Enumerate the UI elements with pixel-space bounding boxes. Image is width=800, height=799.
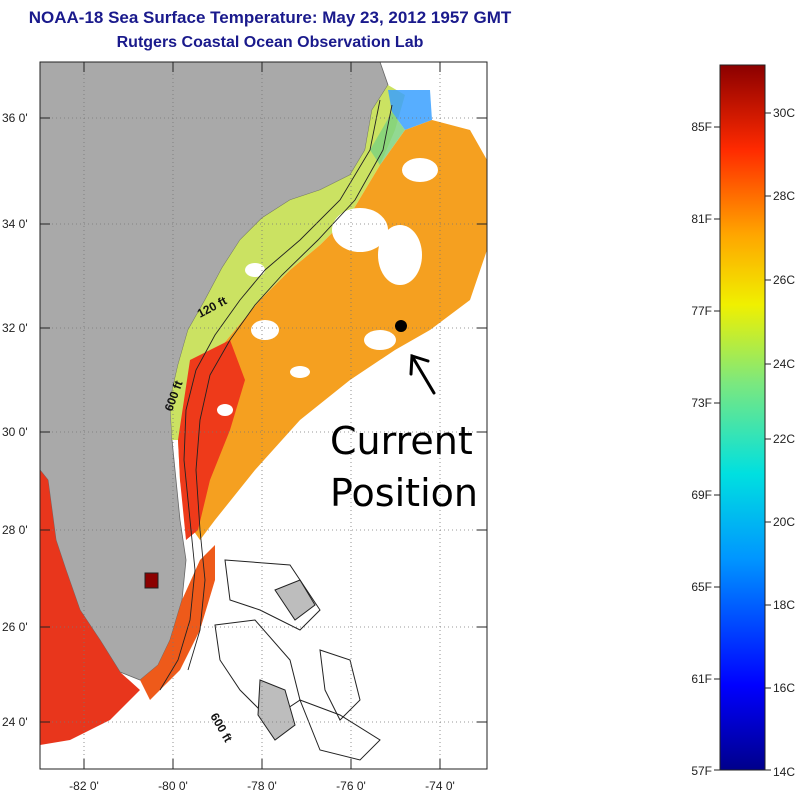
lat-label: 24 0' (2, 715, 28, 729)
lon-label: -76 0' (336, 779, 366, 793)
annotation-current: Current (330, 419, 473, 463)
lon-label: -80 0' (158, 779, 188, 793)
shelf-water (170, 85, 405, 440)
bathymetry-contours (159, 99, 393, 691)
colorbar-f-label: 61F (691, 672, 712, 686)
lat-label: 32 0' (2, 321, 28, 335)
colorbar-c-label: 24C (773, 357, 795, 371)
colorbar-f-label: 57F (691, 764, 712, 778)
offshore-warm-water (178, 120, 487, 540)
colorbar-c-label: 20C (773, 515, 795, 529)
map-title: NOAA-18 Sea Surface Temperature: May 23,… (28, 8, 512, 27)
annotation-position: Position (330, 471, 478, 515)
colorbar-c-label: 18C (773, 598, 795, 612)
colorbar-c-label: 30C (773, 106, 795, 120)
arrow-icon (409, 353, 436, 395)
lon-label: -74 0' (425, 779, 455, 793)
cold-water-north (388, 90, 432, 130)
current-position-marker (395, 320, 407, 332)
keys-warm-water (140, 545, 215, 700)
lat-label: 34 0' (2, 217, 28, 231)
latitude-labels: 36 0' 34 0' 32 0' 30 0' 28 0' 26 0' 24 0… (2, 111, 28, 729)
gulf-stream-core (178, 340, 245, 540)
lat-label: 30 0' (2, 425, 28, 439)
colorbar-f-label: 69F (691, 488, 712, 502)
green-water-north (370, 112, 405, 165)
colorbar-c-label: 28C (773, 189, 795, 203)
lat-label: 26 0' (2, 620, 28, 634)
colorbar-f-label: 65F (691, 580, 712, 594)
graticule (40, 62, 487, 769)
map-panel: 120 ft 600 ft 600 ft Current Position (40, 62, 487, 769)
colorbar-f-label: 77F (691, 304, 712, 318)
colorbar-f-label: 85F (691, 120, 712, 134)
colorbar-c-label: 14C (773, 765, 795, 779)
colorbar-c-label: 16C (773, 681, 795, 695)
colorbar-f-label: 81F (691, 212, 712, 226)
colorbar: 85F 81F 77F 73F 69F 65F 61F 57F 30C 28C … (691, 64, 795, 779)
lon-label: -82 0' (69, 779, 99, 793)
colorbar-f-label: 73F (691, 396, 712, 410)
cloud-patches (217, 158, 438, 416)
bahamas-islands (144, 559, 381, 761)
colorbar-gradient (719, 64, 766, 771)
lat-label: 36 0' (2, 111, 28, 125)
map-ticks (40, 62, 487, 769)
map-subtitle: Rutgers Coastal Ocean Observation Lab (116, 34, 424, 51)
longitude-labels: -82 0' -80 0' -78 0' -76 0' -74 0' (69, 779, 455, 793)
lon-label: -78 0' (247, 779, 277, 793)
gulf-warm-water (40, 470, 140, 745)
lat-label: 28 0' (2, 523, 28, 537)
colorbar-c-label: 22C (773, 432, 795, 446)
map-frame (39, 61, 488, 770)
colorbar-c-label: 26C (773, 273, 795, 287)
